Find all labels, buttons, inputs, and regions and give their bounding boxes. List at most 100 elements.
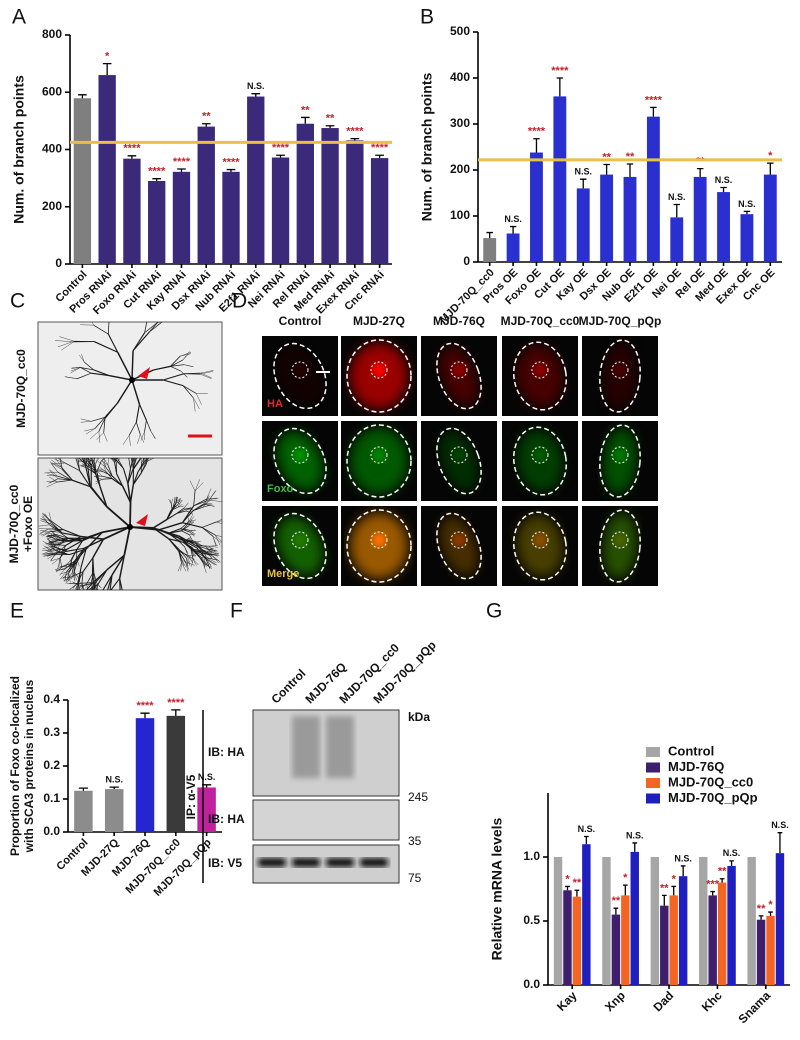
dendrite xyxy=(145,458,147,463)
significance-label: N.S. xyxy=(574,167,592,177)
panel-label: F xyxy=(230,600,243,623)
dendrite xyxy=(49,478,59,484)
dendrite xyxy=(177,503,183,508)
bar xyxy=(766,915,775,985)
dendrite xyxy=(78,583,87,588)
dendrite xyxy=(209,499,222,502)
dendrite xyxy=(176,507,184,514)
dendrite xyxy=(165,318,179,319)
dendrite xyxy=(190,548,194,560)
column-label: Control xyxy=(279,314,322,328)
dendrite xyxy=(66,562,76,572)
dendrite xyxy=(39,528,49,535)
dendrite xyxy=(85,531,103,550)
error-bar xyxy=(777,832,783,854)
dendrite xyxy=(62,532,81,538)
dendrite xyxy=(95,458,100,465)
dendrite xyxy=(81,582,85,590)
dendrite xyxy=(129,435,131,446)
dendrite xyxy=(89,461,98,473)
dendrite xyxy=(58,558,60,568)
dendrite xyxy=(110,458,115,463)
dendrite xyxy=(127,609,129,618)
error-bar xyxy=(509,225,517,234)
dendrite xyxy=(72,581,82,587)
dendrite xyxy=(204,495,209,505)
dendrite xyxy=(173,497,176,503)
dendrite xyxy=(193,397,200,410)
dendrite xyxy=(123,526,131,556)
error-bar xyxy=(78,787,89,791)
dendrite xyxy=(80,535,104,540)
dendrite xyxy=(87,458,92,466)
dendrite xyxy=(105,471,113,479)
dendrite xyxy=(49,476,58,483)
dendrite xyxy=(95,479,102,482)
bar xyxy=(650,857,660,985)
dendrite xyxy=(85,461,95,471)
dendrite xyxy=(91,598,99,599)
column-label: MJD-70Q_pQp xyxy=(579,314,662,328)
dendrite xyxy=(68,562,76,574)
y-tick-label: 400 xyxy=(450,70,470,84)
dendrite xyxy=(49,540,57,544)
dendrite xyxy=(60,571,69,575)
dendrite xyxy=(93,582,97,589)
dendrite xyxy=(95,599,101,605)
dendrite xyxy=(65,576,72,585)
dendrite xyxy=(51,459,62,468)
dendrite xyxy=(65,559,72,566)
dendrite xyxy=(182,385,194,399)
error-bar xyxy=(152,178,162,181)
dendrite xyxy=(88,466,96,475)
dendrite xyxy=(178,550,189,556)
dendrite xyxy=(111,554,125,576)
marker-label: 75 xyxy=(408,871,422,885)
error-bar xyxy=(325,125,335,129)
dendrite xyxy=(205,558,216,566)
significance-label: * xyxy=(672,873,677,885)
dendrite xyxy=(132,472,142,486)
dendrite xyxy=(96,470,103,477)
nucleus-outline xyxy=(611,361,629,379)
blot-label: IB: HA xyxy=(208,745,245,759)
soma xyxy=(127,524,133,530)
dendrite xyxy=(42,515,50,525)
significance-label: N.S. xyxy=(674,853,692,863)
bar xyxy=(747,857,756,985)
bar xyxy=(271,157,290,264)
blot-label: IB: HA xyxy=(208,812,245,826)
dendrite xyxy=(91,372,110,377)
micrograph xyxy=(37,321,223,456)
dendrite xyxy=(96,432,104,440)
error-bar xyxy=(768,911,773,916)
dendrite xyxy=(83,602,94,603)
dendrite xyxy=(106,602,109,610)
significance-label: **** xyxy=(371,142,389,154)
error-bar xyxy=(102,62,112,76)
dendrite xyxy=(180,351,192,357)
marker-label: 245 xyxy=(408,790,428,804)
x-tick-label: Khc xyxy=(699,988,725,1014)
dendrite xyxy=(125,609,132,615)
dendrite xyxy=(76,538,85,550)
dendrite xyxy=(76,582,80,590)
significance-label: **** xyxy=(551,65,569,77)
dendrite xyxy=(202,562,211,568)
dendrite xyxy=(121,610,127,618)
x-tick-label: MJD-70Q_cc0 xyxy=(123,837,183,897)
dendrite xyxy=(206,557,217,563)
significance-label: **** xyxy=(272,142,290,154)
y-tick-label: 0 xyxy=(55,256,62,270)
dendrite xyxy=(87,583,92,590)
dendrite xyxy=(79,583,87,590)
significance-label: ** xyxy=(718,866,727,878)
dendrite xyxy=(74,593,84,597)
dendrite xyxy=(140,458,142,460)
error-bar xyxy=(743,210,751,215)
dendrite xyxy=(135,404,140,423)
dendrite xyxy=(68,573,71,583)
significance-label: ** xyxy=(757,903,766,915)
error-bar xyxy=(583,835,589,845)
